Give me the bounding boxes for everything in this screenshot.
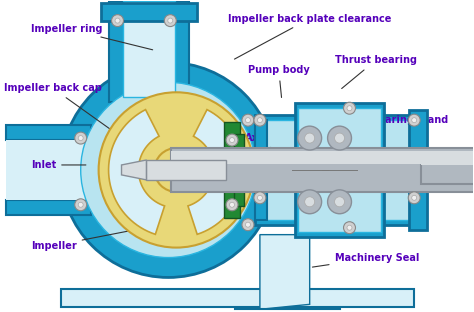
Bar — [295, 103, 384, 236]
Circle shape — [242, 114, 254, 126]
Circle shape — [75, 199, 87, 211]
Text: Impeller back plate clearance: Impeller back plate clearance — [228, 14, 392, 59]
Circle shape — [78, 136, 83, 141]
Text: Bearing gland: Bearing gland — [372, 115, 449, 137]
Circle shape — [246, 118, 250, 123]
Circle shape — [242, 219, 254, 231]
Bar — [255, 120, 267, 220]
Circle shape — [229, 138, 235, 143]
Circle shape — [344, 102, 356, 114]
Text: Impeller back cap: Impeller back cap — [4, 83, 123, 139]
Polygon shape — [121, 160, 146, 180]
Circle shape — [254, 192, 266, 204]
Bar — [6, 200, 91, 215]
Circle shape — [408, 114, 420, 126]
Polygon shape — [188, 110, 244, 234]
Bar — [171, 151, 474, 164]
Bar — [6, 140, 91, 200]
Text: Inlet: Inlet — [31, 160, 86, 170]
Circle shape — [298, 126, 322, 150]
Bar — [146, 160, 226, 180]
Bar — [255, 115, 419, 225]
Bar — [409, 110, 427, 230]
Circle shape — [347, 225, 352, 230]
Circle shape — [305, 133, 315, 143]
Bar — [109, 1, 189, 102]
Circle shape — [229, 202, 235, 207]
Text: Pump body: Pump body — [248, 66, 310, 97]
Bar — [122, 1, 175, 97]
Circle shape — [328, 190, 352, 214]
Bar — [6, 125, 91, 140]
Circle shape — [61, 62, 276, 277]
Circle shape — [298, 190, 322, 214]
Ellipse shape — [121, 112, 165, 148]
Circle shape — [305, 197, 315, 207]
Bar — [234, 134, 244, 206]
Text: Axis: Axis — [245, 133, 275, 150]
Circle shape — [257, 118, 263, 123]
Circle shape — [75, 132, 87, 144]
Circle shape — [328, 126, 352, 150]
Circle shape — [408, 192, 420, 204]
Text: Thrust bearing: Thrust bearing — [335, 56, 417, 89]
Circle shape — [254, 114, 266, 126]
Circle shape — [226, 199, 238, 211]
Circle shape — [226, 134, 238, 146]
Bar — [298, 108, 382, 232]
Circle shape — [412, 195, 417, 200]
Circle shape — [347, 106, 352, 111]
Circle shape — [257, 195, 263, 200]
Polygon shape — [260, 235, 310, 309]
Circle shape — [246, 222, 250, 227]
Text: Impeller: Impeller — [31, 230, 133, 251]
Polygon shape — [109, 110, 164, 234]
Bar — [61, 290, 414, 307]
Circle shape — [412, 118, 417, 123]
Text: Machinery Seal: Machinery Seal — [312, 252, 419, 267]
Circle shape — [344, 222, 356, 234]
Circle shape — [155, 148, 198, 192]
Circle shape — [335, 133, 345, 143]
Bar — [100, 3, 197, 21]
Circle shape — [81, 82, 256, 257]
Circle shape — [168, 18, 173, 23]
Bar — [171, 148, 474, 192]
Bar — [421, 158, 474, 165]
Circle shape — [164, 15, 176, 27]
Circle shape — [335, 197, 345, 207]
Text: Impeller ring: Impeller ring — [31, 24, 153, 50]
Circle shape — [99, 92, 254, 248]
Circle shape — [115, 18, 120, 23]
Bar — [224, 122, 240, 218]
Circle shape — [78, 202, 83, 207]
Bar — [421, 156, 474, 184]
Circle shape — [111, 15, 124, 27]
Bar — [258, 120, 416, 220]
